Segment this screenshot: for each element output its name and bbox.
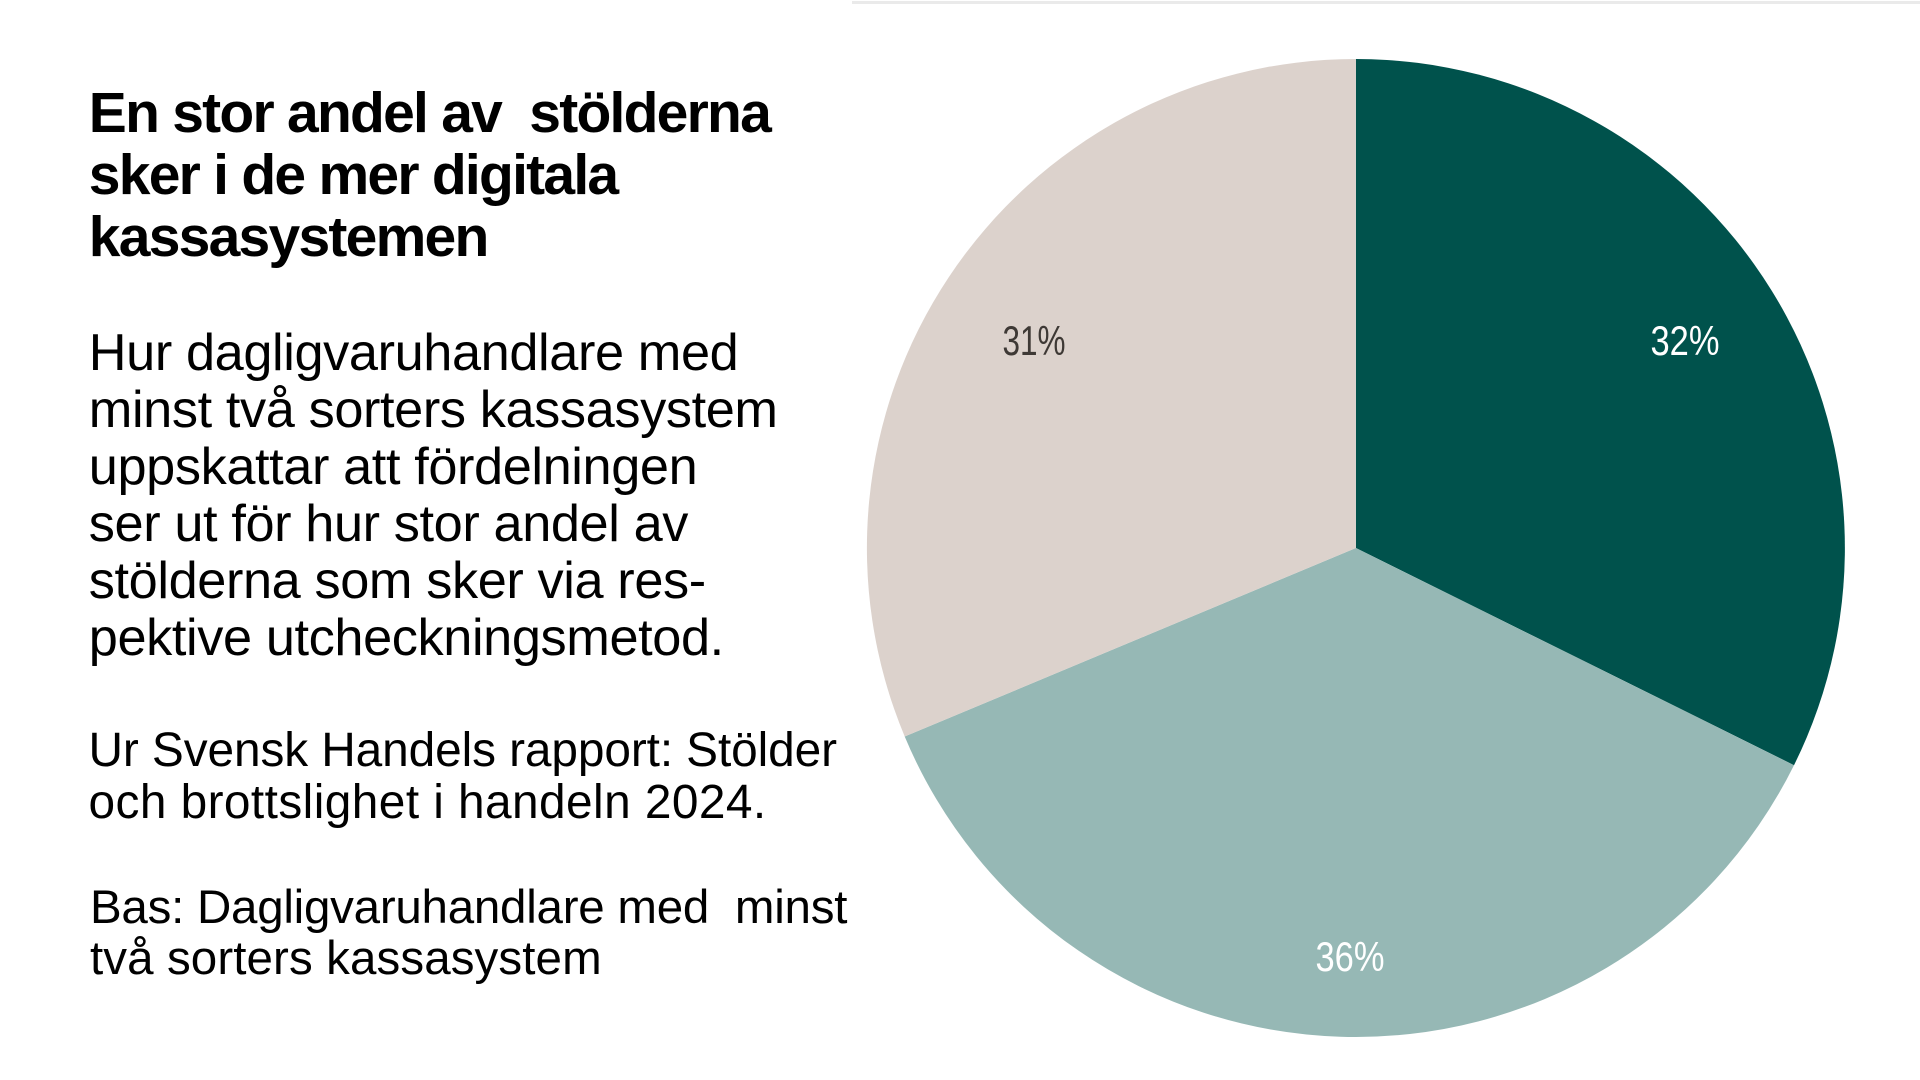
svg-text:36%: 36% [1316,933,1385,980]
svg-text:31%: 31% [1003,317,1066,364]
svg-text:32%: 32% [1651,317,1720,364]
